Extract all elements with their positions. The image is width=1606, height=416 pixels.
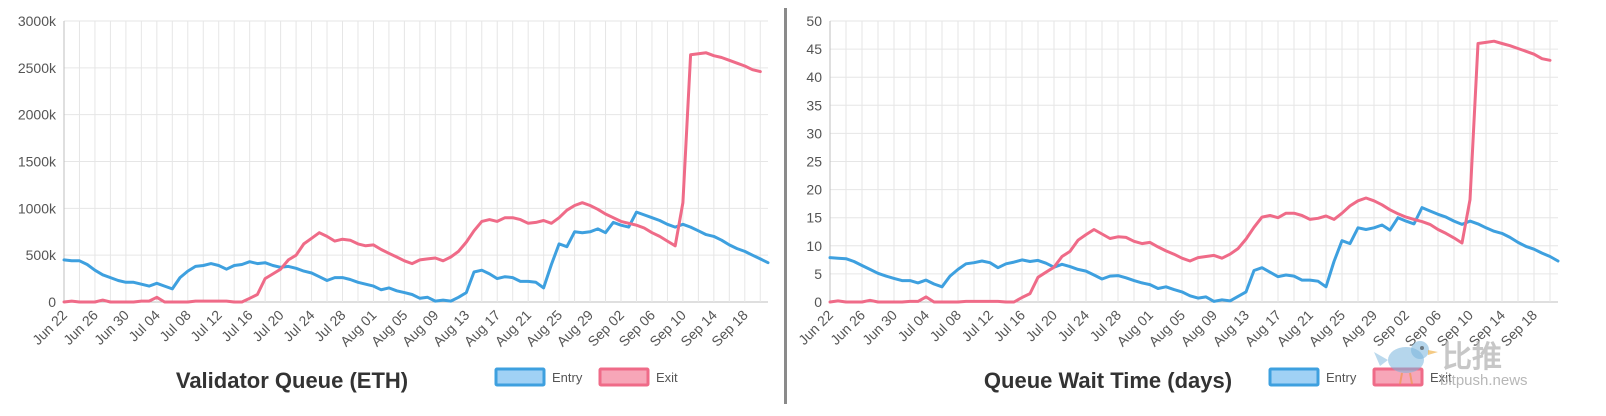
- x-tick-label-jul-16: Jul 16: [990, 307, 1028, 345]
- x-tick-label-sep-18: Sep 18: [1497, 307, 1540, 350]
- series-line-exit: [62, 51, 762, 304]
- y-tick-label: 35: [806, 97, 822, 113]
- y-tick-label: 10: [806, 238, 822, 254]
- chart-divider: [784, 8, 787, 404]
- chart-title: Queue Wait Time (days): [984, 368, 1232, 393]
- x-tick-label-jul-24: Jul 24: [280, 307, 318, 345]
- y-tick-label: 20: [806, 182, 822, 198]
- x-tick-label-jun-30: Jun 30: [91, 307, 132, 348]
- queue-wait-time-chart: 0 5 10 15 20 25 30 35 40 45 50 Jun 22 Jun 26 Jun 30 Ju…: [790, 0, 1606, 411]
- y-tick-label: 2500k: [18, 60, 57, 76]
- x-tick-label-jul-20: Jul 20: [1022, 307, 1060, 345]
- x-tick-label-jul-20: Jul 20: [249, 307, 287, 345]
- y-tick-label: 2000k: [18, 107, 57, 123]
- y-tick-label: 0: [48, 294, 56, 310]
- x-tick-label-jul-16: Jul 16: [218, 307, 256, 345]
- legend-label-entry: Entry: [1326, 370, 1357, 385]
- legend-swatch-exit[interactable]: [1372, 367, 1424, 387]
- y-tick-label: 1000k: [18, 200, 57, 216]
- y-tick-label: 1500k: [18, 154, 57, 170]
- y-tick-label: 30: [806, 125, 822, 141]
- validator-queue-chart: 0 500k 1000k 1500k 2000k 2500k 3000k Jun 22 Jun …: [0, 0, 780, 411]
- x-tick-label-jul-08: Jul 08: [926, 307, 964, 345]
- x-tick-label-jul-04: Jul 04: [894, 307, 932, 345]
- series-line-exit: [828, 39, 1552, 304]
- x-tick-label-jun-30: Jun 30: [859, 307, 900, 348]
- legend-swatch-entry[interactable]: [1268, 367, 1320, 387]
- y-tick-label: 5: [814, 266, 822, 282]
- legend-label-exit: Exit: [656, 370, 678, 385]
- legend-swatch-exit[interactable]: [598, 367, 650, 387]
- y-tick-label: 500k: [26, 247, 57, 263]
- x-tick-label-jul-08: Jul 08: [156, 307, 194, 345]
- series-line-entry: [828, 206, 1560, 303]
- y-tick-label: 25: [806, 154, 822, 170]
- x-tick-label-jun-22: Jun 22: [795, 307, 836, 348]
- x-tick-label-jul-24: Jul 24: [1054, 307, 1092, 345]
- legend-label-entry: Entry: [552, 370, 583, 385]
- x-tick-label-jul-12: Jul 12: [187, 307, 225, 345]
- y-tick-label: 50: [806, 13, 822, 29]
- y-tick-label: 15: [806, 210, 822, 226]
- y-tick-label: 40: [806, 69, 822, 85]
- legend-label-exit: Exit: [1430, 370, 1452, 385]
- y-tick-label: 3000k: [18, 13, 57, 29]
- x-tick-label-jul-12: Jul 12: [958, 307, 996, 345]
- y-tick-label: 45: [806, 41, 822, 57]
- grid: [63, 20, 768, 303]
- y-tick-label: 0: [814, 294, 822, 310]
- x-tick-label-jun-26: Jun 26: [827, 307, 868, 348]
- legend-swatch-entry[interactable]: [494, 367, 546, 387]
- chart-title: Validator Queue (ETH): [176, 368, 408, 393]
- x-tick-label-jul-04: Jul 04: [125, 307, 163, 345]
- series-line-entry: [62, 210, 770, 303]
